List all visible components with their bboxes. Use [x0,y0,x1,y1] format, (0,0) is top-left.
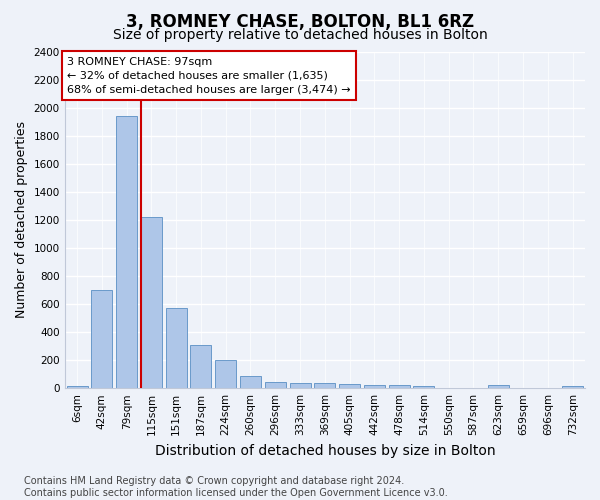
Bar [190,346,211,388]
Bar [240,376,261,388]
Text: Size of property relative to detached houses in Bolton: Size of property relative to detached ho… [113,28,487,42]
Bar [562,386,583,388]
Bar [141,217,162,388]
Bar [389,386,410,388]
Y-axis label: Number of detached properties: Number of detached properties [15,122,28,318]
Bar [67,386,88,388]
Bar [215,360,236,388]
X-axis label: Distribution of detached houses by size in Bolton: Distribution of detached houses by size … [155,444,495,458]
Bar [265,382,286,388]
Bar [339,384,360,388]
Text: 3 ROMNEY CHASE: 97sqm
← 32% of detached houses are smaller (1,635)
68% of semi-d: 3 ROMNEY CHASE: 97sqm ← 32% of detached … [67,56,351,94]
Bar [488,386,509,388]
Bar [116,116,137,388]
Bar [290,383,311,388]
Text: Contains HM Land Registry data © Crown copyright and database right 2024.
Contai: Contains HM Land Registry data © Crown c… [24,476,448,498]
Bar [91,290,112,388]
Bar [364,385,385,388]
Bar [314,384,335,388]
Bar [413,386,434,388]
Bar [166,308,187,388]
Text: 3, ROMNEY CHASE, BOLTON, BL1 6RZ: 3, ROMNEY CHASE, BOLTON, BL1 6RZ [126,12,474,30]
